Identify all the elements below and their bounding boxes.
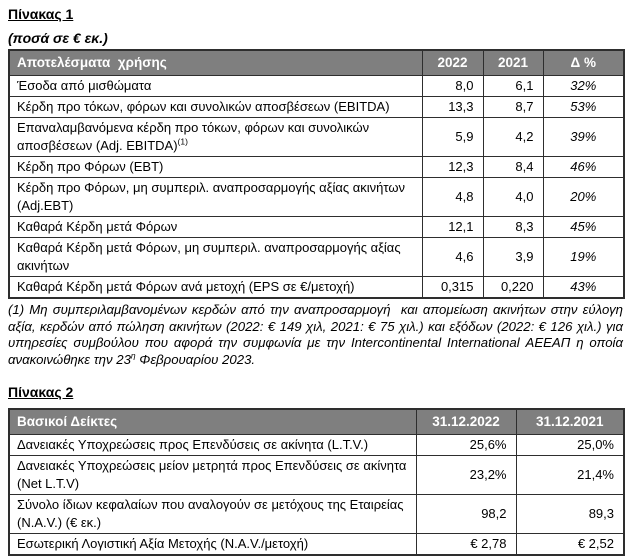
table-row: Δανειακές Υποχρεώσεις μείον μετρητά προς… xyxy=(8,455,625,495)
value-2021: 4,0 xyxy=(482,177,544,217)
row-label: Σύνολο ίδιων κεφαλαίων που αναλογούν σε … xyxy=(8,494,417,534)
value-2022: 98,2 xyxy=(415,494,517,534)
table1-header-delta: Δ % xyxy=(542,49,625,76)
row-label: Εσωτερική Λογιστική Αξία Μετοχής (N.A.V.… xyxy=(8,533,417,556)
table-row: Κέρδη προ τόκων, φόρων και συνολικών απο… xyxy=(8,96,625,118)
value-delta: 46% xyxy=(542,156,625,178)
table1-title: Πίνακας 1 xyxy=(8,6,74,22)
value-delta: 43% xyxy=(542,276,625,299)
table2-header-2022: 31.12.2022 xyxy=(415,408,517,435)
row-label: Καθαρά Κέρδη μετά Φόρων xyxy=(8,216,423,238)
table-row: Σύνολο ίδιων κεφαλαίων που αναλογούν σε … xyxy=(8,494,625,534)
value-delta: 45% xyxy=(542,216,625,238)
value-delta: 19% xyxy=(542,237,625,277)
table2-header-label: Βασικοί Δείκτες xyxy=(8,408,417,435)
value-delta: 32% xyxy=(542,75,625,97)
table-row: Κέρδη προ Φόρων, μη συμπεριλ. αναπροσαρμ… xyxy=(8,177,625,217)
value-2021: 8,7 xyxy=(482,96,544,118)
value-2022: 0,315 xyxy=(421,276,484,299)
table-row: Επαναλαμβανόμενα κέρδη προ τόκων, φόρων … xyxy=(8,117,625,157)
footnote-text-end: Φεβρουαρίου 2023. xyxy=(135,351,256,367)
row-label-text: Επαναλαμβανόμενα κέρδη προ τόκων, φόρων … xyxy=(17,120,370,153)
footnote-superscript: η xyxy=(130,350,136,361)
row-label: Κέρδη προ Φόρων (EBT) xyxy=(8,156,423,178)
results-table: Αποτελέσματα χρήσης 2022 2021 Δ % Έσοδα … xyxy=(8,49,625,299)
row-label: Έσοδα από μισθώματα xyxy=(8,75,423,97)
row-label: Καθαρά Κέρδη μετά Φόρων, μη συμπεριλ. αν… xyxy=(8,237,423,277)
section-gap xyxy=(8,368,623,384)
value-delta: 39% xyxy=(542,117,625,157)
table1-header-label: Αποτελέσματα χρήσης xyxy=(8,49,423,76)
row-label: Δανειακές Υποχρεώσεις προς Επενδύσεις σε… xyxy=(8,434,417,456)
table1-header-2021: 2021 xyxy=(482,49,544,76)
footnote-ref: (1) xyxy=(177,136,188,147)
value-2022: 13,3 xyxy=(421,96,484,118)
value-2021: 4,2 xyxy=(482,117,544,157)
value-2022: 5,9 xyxy=(421,117,484,157)
footnote-text: (1) Μη συμπεριλαμβανομένων κερδών από τη… xyxy=(8,302,627,367)
value-2022: 12,1 xyxy=(421,216,484,238)
value-2021: 8,3 xyxy=(482,216,544,238)
value-2022: 4,8 xyxy=(421,177,484,217)
table2-header-2021: 31.12.2021 xyxy=(515,408,625,435)
value-2021: 6,1 xyxy=(482,75,544,97)
table2-header-row: Βασικοί Δείκτες 31.12.2022 31.12.2021 xyxy=(8,408,625,435)
footnote: (1) Μη συμπεριλαμβανομένων κερδών από τη… xyxy=(8,302,623,368)
row-label: Δανειακές Υποχρεώσεις μείον μετρητά προς… xyxy=(8,455,417,495)
value-2021: 89,3 xyxy=(515,494,625,534)
value-2022: 25,6% xyxy=(415,434,517,456)
value-2021: 8,4 xyxy=(482,156,544,178)
value-2021: 0,220 xyxy=(482,276,544,299)
table-row: Δανειακές Υποχρεώσεις προς Επενδύσεις σε… xyxy=(8,434,625,456)
row-label: Κέρδη προ τόκων, φόρων και συνολικών απο… xyxy=(8,96,423,118)
row-label: Καθαρά Κέρδη μετά Φόρων ανά μετοχή (EPS … xyxy=(8,276,423,299)
value-2022: € 2,78 xyxy=(415,533,517,556)
table1-header-2022: 2022 xyxy=(421,49,484,76)
key-ratios-table: Βασικοί Δείκτες 31.12.2022 31.12.2021 Δα… xyxy=(8,408,625,556)
value-delta: 20% xyxy=(542,177,625,217)
value-delta: 53% xyxy=(542,96,625,118)
value-2021: 21,4% xyxy=(515,455,625,495)
value-2021: 25,0% xyxy=(515,434,625,456)
value-2022: 23,2% xyxy=(415,455,517,495)
value-2022: 4,6 xyxy=(421,237,484,277)
table-row: Καθαρά Κέρδη μετά Φόρων 12,1 8,3 45% xyxy=(8,216,625,238)
row-label: Επαναλαμβανόμενα κέρδη προ τόκων, φόρων … xyxy=(8,117,423,157)
table1-header-row: Αποτελέσματα χρήσης 2022 2021 Δ % xyxy=(8,49,625,76)
table2-title: Πίνακας 2 xyxy=(8,384,74,400)
row-label: Κέρδη προ Φόρων, μη συμπεριλ. αναπροσαρμ… xyxy=(8,177,423,217)
table-row: Καθαρά Κέρδη μετά Φόρων, μη συμπεριλ. αν… xyxy=(8,237,625,277)
value-2021: € 2,52 xyxy=(515,533,625,556)
table-row: Κέρδη προ Φόρων (EBT) 12,3 8,4 46% xyxy=(8,156,625,178)
table-row: Εσωτερική Λογιστική Αξία Μετοχής (N.A.V.… xyxy=(8,533,625,556)
value-2021: 3,9 xyxy=(482,237,544,277)
value-2022: 8,0 xyxy=(421,75,484,97)
table-row: Έσοδα από μισθώματα 8,0 6,1 32% xyxy=(8,75,625,97)
table-row: Καθαρά Κέρδη μετά Φόρων ανά μετοχή (EPS … xyxy=(8,276,625,299)
units-note: (ποσά σε € εκ.) xyxy=(8,30,108,46)
value-2022: 12,3 xyxy=(421,156,484,178)
